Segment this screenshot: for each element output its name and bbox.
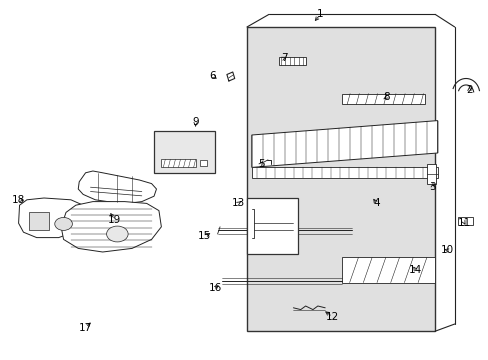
Text: 9: 9 xyxy=(192,117,199,127)
Bar xyxy=(246,27,434,331)
Bar xyxy=(342,257,434,283)
Text: 17: 17 xyxy=(79,323,92,333)
Bar xyxy=(457,217,472,225)
Text: 19: 19 xyxy=(108,215,122,225)
Text: 11: 11 xyxy=(457,218,470,228)
Bar xyxy=(251,167,437,178)
Polygon shape xyxy=(19,198,83,238)
Bar xyxy=(161,159,195,167)
Bar xyxy=(278,57,305,65)
Text: 1: 1 xyxy=(316,9,323,19)
Text: 16: 16 xyxy=(208,283,222,293)
Text: 5: 5 xyxy=(257,159,264,169)
Text: 2: 2 xyxy=(465,85,472,95)
Circle shape xyxy=(55,217,72,230)
Bar xyxy=(426,164,435,184)
Text: 15: 15 xyxy=(197,231,211,241)
Polygon shape xyxy=(78,171,156,203)
Text: 12: 12 xyxy=(325,312,339,322)
Text: 6: 6 xyxy=(209,71,216,81)
Bar xyxy=(154,131,215,173)
Text: 3: 3 xyxy=(428,182,435,192)
Text: 13: 13 xyxy=(231,198,244,208)
Text: 18: 18 xyxy=(12,195,25,205)
Polygon shape xyxy=(251,121,437,167)
Text: 4: 4 xyxy=(372,198,379,208)
Bar xyxy=(29,212,49,230)
Polygon shape xyxy=(61,202,161,252)
Text: 14: 14 xyxy=(408,265,422,275)
Text: 7: 7 xyxy=(281,53,287,63)
Circle shape xyxy=(106,226,128,242)
Bar xyxy=(246,198,298,254)
Text: 8: 8 xyxy=(382,92,389,102)
Bar xyxy=(199,160,207,166)
Bar xyxy=(342,94,425,104)
Text: 10: 10 xyxy=(440,245,453,255)
